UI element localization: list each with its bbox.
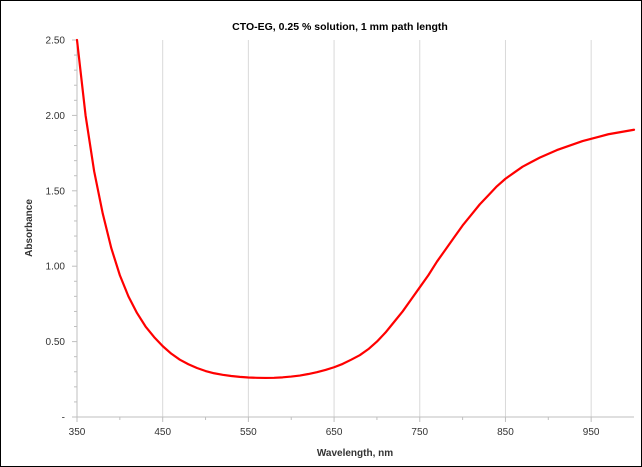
y-axis-label: Absorbance xyxy=(24,199,35,257)
grid-lines xyxy=(162,40,592,417)
y-axis-ticks: - 0.50 1.00 1.50 2.00 2.50 xyxy=(46,36,77,424)
absorbance-series-line xyxy=(75,38,636,380)
y-tick-label: 1.50 xyxy=(46,186,66,197)
x-tick-label: 850 xyxy=(497,427,514,438)
x-tick-label: 950 xyxy=(583,427,600,438)
y-tick-label: 2.00 xyxy=(46,111,66,122)
x-tick-label: 550 xyxy=(240,427,257,438)
y-tick-label: - xyxy=(62,413,65,424)
chart-title: CTO-EG, 0.25 % solution, 1 mm path lengt… xyxy=(232,21,448,33)
y-tick-label: 1.00 xyxy=(46,262,66,273)
x-axis-label: Wavelength, nm xyxy=(317,448,393,459)
y-tick-label: 2.50 xyxy=(46,36,66,47)
x-tick-label: 750 xyxy=(411,427,428,438)
x-axis-ticks: 350 450 550 650 750 850 950 xyxy=(69,417,600,438)
y-tick-label: 0.50 xyxy=(46,337,66,348)
x-tick-label: 450 xyxy=(154,427,171,438)
x-tick-label: 650 xyxy=(326,427,343,438)
x-tick-label: 350 xyxy=(69,427,86,438)
